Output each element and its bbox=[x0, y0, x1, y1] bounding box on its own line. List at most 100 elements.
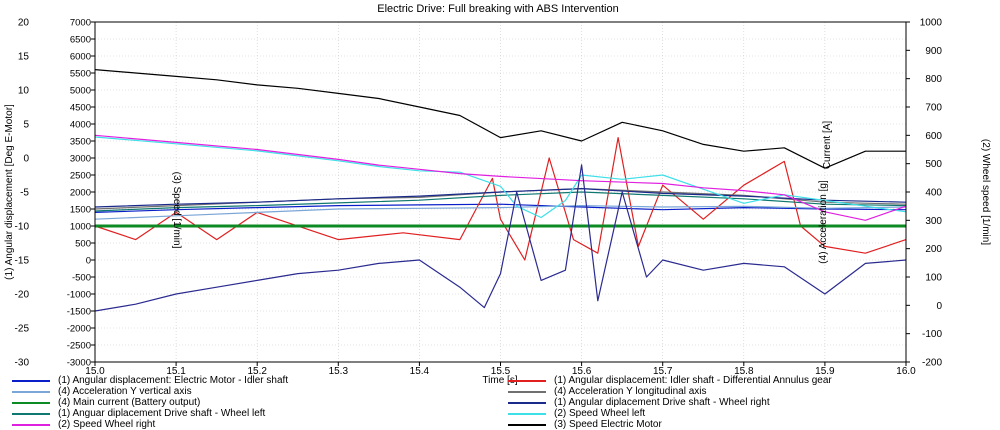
series-line-1 bbox=[94, 137, 907, 261]
angular-displacement-axis: 20 15 10 5 0 -5 -10 -15 -20 -25 -30 bbox=[15, 18, 30, 369]
time-tick-label: 15.5 bbox=[491, 366, 511, 377]
legend-entry: (1) Angular diplacement Drive shaft - Wh… bbox=[508, 397, 770, 408]
time-tick-label: 15.3 bbox=[329, 366, 349, 377]
wheel-speed-tick-label: 1000 bbox=[920, 18, 943, 29]
legend-entry: (2) Speed Wheel right bbox=[12, 419, 155, 430]
series-line-7 bbox=[94, 136, 907, 219]
wheel-speed-tick-label: 700 bbox=[925, 103, 942, 114]
legend-swatch bbox=[12, 423, 50, 426]
legend-swatch bbox=[12, 390, 50, 393]
speed-inner-axis-label: (3) Speed [1/min] bbox=[171, 172, 182, 249]
legend-entry: (4) Acceleration Y vertical axis bbox=[12, 386, 192, 397]
series-line-9 bbox=[94, 69, 906, 169]
speed-tick-label: 5500 bbox=[70, 69, 91, 80]
speed-tick-label: 0 bbox=[86, 256, 91, 267]
legend-label: (1) Angular displacement: Electric Motor… bbox=[58, 375, 289, 386]
angular-tick-label: -15 bbox=[15, 256, 30, 267]
angular-tick-label: 20 bbox=[18, 18, 30, 29]
right-axis-label: (2) Wheel speed [1/min] bbox=[980, 139, 991, 245]
speed-tick-label: 6500 bbox=[70, 35, 91, 46]
x-axis-label: Time [s] bbox=[482, 375, 517, 386]
speed-tick-label: -2000 bbox=[67, 324, 91, 335]
legend-swatch bbox=[508, 412, 546, 415]
speed-tick-label: 3500 bbox=[70, 137, 91, 148]
speed-tick-label: 1500 bbox=[70, 205, 91, 216]
angular-tick-label: 0 bbox=[23, 154, 29, 165]
legend-label: (2) Speed Wheel right bbox=[58, 419, 156, 430]
speed-tick-label: 7000 bbox=[70, 18, 91, 29]
legend-label: (4) Main current (Battery output) bbox=[58, 397, 201, 408]
legend-entry: (3) Speed Electric Motor bbox=[508, 419, 662, 430]
series-line-6 bbox=[94, 191, 907, 212]
wheel-speed-tick-label: -200 bbox=[922, 358, 942, 369]
legend-swatch bbox=[508, 401, 546, 404]
legend-entry: (4) Acceleration Y longitudinal axis bbox=[508, 386, 707, 397]
angular-tick-label: -30 bbox=[15, 358, 30, 369]
time-axis: 15.0 15.1 15.2 15.3 15.4 15.5 15.6 15.7 15.8 15.9… bbox=[85, 362, 916, 377]
speed-tick-label: 6000 bbox=[70, 52, 91, 63]
legend-entry: (4) Main current (Battery output) bbox=[12, 397, 200, 408]
time-tick-label: 15.8 bbox=[734, 366, 754, 377]
time-tick-label: 15.4 bbox=[410, 366, 430, 377]
speed-tick-label: -2500 bbox=[67, 341, 91, 352]
wheel-speed-tick-label: 600 bbox=[925, 131, 942, 142]
legend-label: (1) Anguar diplacement Drive shaft - Whe… bbox=[58, 408, 266, 419]
angular-tick-label: 15 bbox=[18, 52, 30, 63]
series-line-10 bbox=[94, 164, 907, 312]
legend-swatch bbox=[508, 390, 546, 393]
left-axis-label: (1) Angular displacement [Deg E-Motor] bbox=[4, 104, 15, 280]
chart-title: Electric Drive: Full breaking with ABS I… bbox=[377, 3, 619, 15]
legend-entry: (1) Angular displacement: Electric Motor… bbox=[12, 375, 288, 386]
legend-label: (4) Acceleration Y longitudinal axis bbox=[554, 386, 707, 397]
speed-tick-label: 4000 bbox=[70, 120, 91, 131]
wheel-speed-tick-label: 900 bbox=[925, 46, 942, 57]
angular-tick-label: 5 bbox=[23, 120, 29, 131]
series-line-2 bbox=[94, 205, 907, 220]
speed-tick-label: -1500 bbox=[67, 307, 91, 318]
legend-entry: (1) Anguar diplacement Drive shaft - Whe… bbox=[12, 408, 265, 419]
current-inner-axis-label: Current [A] bbox=[822, 121, 833, 170]
legend-label: (4) Acceleration Y vertical axis bbox=[58, 386, 192, 397]
speed-tick-label: 5000 bbox=[70, 86, 91, 97]
speed-tick-label: -1000 bbox=[67, 290, 91, 301]
time-tick-label: 15.2 bbox=[247, 366, 267, 377]
angular-tick-label: -25 bbox=[15, 324, 30, 335]
acceleration-inner-axis-label: (4) Acceleration [g] bbox=[818, 180, 829, 264]
speed-tick-label: 3000 bbox=[70, 154, 91, 165]
legend-swatch bbox=[12, 379, 50, 382]
wheel-speed-tick-label: -100 bbox=[922, 329, 942, 340]
legend-label: (1) Angular diplacement Drive shaft - Wh… bbox=[554, 397, 770, 408]
wheel-speed-tick-label: 300 bbox=[925, 216, 942, 227]
time-tick-label: 15.9 bbox=[815, 366, 835, 377]
legend-swatch bbox=[508, 423, 546, 426]
angular-tick-label: 10 bbox=[18, 86, 30, 97]
speed-tick-label: 500 bbox=[75, 239, 91, 250]
wheel-speed-tick-label: 100 bbox=[925, 273, 942, 284]
time-tick-label: 15.1 bbox=[166, 366, 186, 377]
legend-entry: (2) Speed Wheel left bbox=[508, 408, 645, 419]
time-tick-label: 15.7 bbox=[653, 366, 673, 377]
speed-tick-label: 2000 bbox=[70, 188, 91, 199]
speed-tick-label: 4500 bbox=[70, 103, 91, 114]
legend-swatch bbox=[508, 379, 546, 382]
time-tick-label: 15.6 bbox=[572, 366, 592, 377]
angular-tick-label: -5 bbox=[20, 188, 29, 199]
wheel-speed-tick-label: 0 bbox=[936, 301, 942, 312]
wheel-speed-tick-label: 400 bbox=[925, 188, 942, 199]
wheel-speed-tick-label: 800 bbox=[925, 74, 942, 85]
legend-label: (1) Angular displacement: Idler shaft - … bbox=[554, 375, 832, 386]
legend-label: (3) Speed Electric Motor bbox=[554, 419, 662, 430]
legend-swatch bbox=[12, 412, 50, 415]
time-tick-label: 15.0 bbox=[85, 366, 105, 377]
time-tick-label: 16.0 bbox=[896, 366, 916, 377]
angular-tick-label: -20 bbox=[15, 290, 30, 301]
angular-tick-label: -10 bbox=[15, 222, 30, 233]
speed-tick-label: -500 bbox=[72, 273, 91, 284]
wheel-speed-tick-label: 200 bbox=[925, 244, 942, 255]
wheel-speed-tick-label: 500 bbox=[925, 159, 942, 170]
series-line-0 bbox=[94, 203, 907, 213]
speed-axis: 7000650060005500500045004000350030002500… bbox=[67, 18, 95, 369]
legend-swatch bbox=[12, 401, 50, 404]
